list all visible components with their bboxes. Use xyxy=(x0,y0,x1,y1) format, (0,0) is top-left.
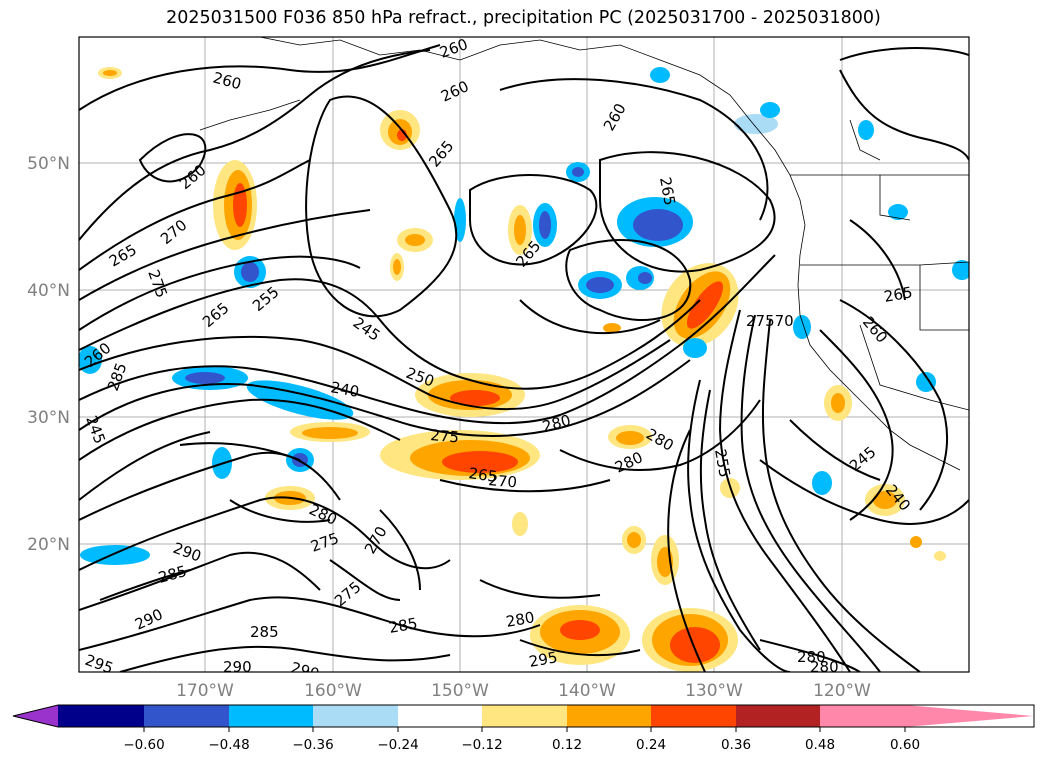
colorbar-segment xyxy=(651,705,736,727)
colorbar-extend-high xyxy=(905,705,1034,727)
lat-label-50n: 50°N xyxy=(27,154,70,174)
refractivity-contours xyxy=(79,44,969,672)
colorbar-segment xyxy=(229,705,313,727)
colorbar-tick-label: −0.12 xyxy=(461,737,502,753)
colorbar: −0.60 −0.48 −0.36 −0.24 −0.12 0.12 0.24 … xyxy=(12,704,1035,753)
lat-label-30n: 30°N xyxy=(27,408,70,428)
longitude-labels: 170°W 160°W 150°W 140°W 130°W 120°W xyxy=(176,681,871,701)
contour-label: 290 xyxy=(223,658,252,676)
contour-label: 255 xyxy=(711,448,734,479)
colorbar-tick-label: −0.24 xyxy=(377,737,418,753)
contour-label: 285 xyxy=(388,614,419,637)
lon-label-130w: 130°W xyxy=(685,681,743,701)
colorbar-tick-label: 0.60 xyxy=(890,737,920,753)
colorbar-tick-label: 0.48 xyxy=(805,737,835,753)
colorbar-segment xyxy=(144,705,229,727)
coastlines xyxy=(199,37,969,471)
contour-label: 270 xyxy=(488,471,518,491)
colorbar-tick-label: 0.36 xyxy=(721,737,751,753)
contour-label: 295 xyxy=(528,648,559,671)
contour-label: 265 xyxy=(656,176,679,207)
colorbar-segment xyxy=(567,705,651,727)
latitude-labels: 50°N 40°N 30°N 20°N xyxy=(27,154,70,555)
contour-label: 280 xyxy=(505,608,536,631)
contour-label: 275 xyxy=(430,426,460,446)
colorbar-tick-label: 0.24 xyxy=(636,737,666,753)
graticule xyxy=(79,37,969,672)
colorbar-segment xyxy=(482,705,567,727)
colorbar-segment xyxy=(736,705,820,727)
lon-label-170w: 170°W xyxy=(176,681,234,701)
contour-label: 27570 xyxy=(746,312,794,330)
map-background xyxy=(79,37,969,672)
lon-label-160w: 160°W xyxy=(304,681,362,701)
lat-label-20n: 20°N xyxy=(27,535,70,555)
colorbar-segment xyxy=(58,705,144,727)
contour-label: 285 xyxy=(250,623,279,641)
map-title: 2025031500 F036 850 hPa refract., precip… xyxy=(166,8,881,28)
colorbar-tick-label: −0.36 xyxy=(292,737,333,753)
contour-label: 280 xyxy=(797,648,826,666)
colorbar-tick-label: −0.60 xyxy=(123,737,164,753)
precip-positive xyxy=(98,67,946,672)
contour-label: 280 xyxy=(810,658,839,676)
lat-label-40n: 40°N xyxy=(27,281,70,301)
lon-label-140w: 140°W xyxy=(558,681,616,701)
colorbar-tick-label: −0.48 xyxy=(208,737,249,753)
colorbar-extend-low xyxy=(13,705,58,727)
colorbar-segment xyxy=(820,705,905,727)
contour-label: 265 xyxy=(883,283,914,306)
colorbar-segment xyxy=(398,705,482,727)
lon-label-120w: 120°W xyxy=(813,681,871,701)
colorbar-tick-label: 0.12 xyxy=(552,737,582,753)
contour-label: 240 xyxy=(329,378,360,401)
lon-label-150w: 150°W xyxy=(431,681,489,701)
map-frame xyxy=(78,36,970,673)
contour-label: 265 xyxy=(467,464,498,486)
colorbar-segment xyxy=(313,705,398,727)
